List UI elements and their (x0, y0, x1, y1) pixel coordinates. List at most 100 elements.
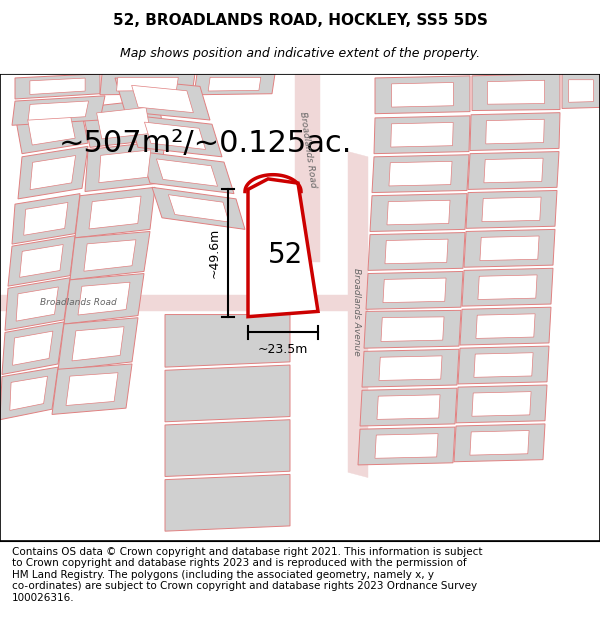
Polygon shape (472, 74, 560, 111)
Polygon shape (480, 236, 539, 261)
Polygon shape (64, 274, 144, 324)
Polygon shape (8, 236, 75, 286)
Polygon shape (52, 364, 132, 414)
Polygon shape (464, 229, 555, 268)
Polygon shape (13, 331, 53, 365)
Polygon shape (454, 424, 545, 462)
Polygon shape (5, 278, 70, 331)
Polygon shape (89, 196, 141, 229)
Text: Broadlands Avenue: Broadlands Avenue (353, 268, 361, 355)
Polygon shape (2, 322, 64, 374)
Polygon shape (383, 278, 446, 302)
Polygon shape (377, 395, 440, 419)
Polygon shape (165, 474, 290, 531)
Polygon shape (75, 188, 155, 238)
Polygon shape (482, 197, 541, 222)
Polygon shape (389, 161, 452, 186)
Polygon shape (115, 78, 210, 120)
Polygon shape (97, 107, 151, 139)
Polygon shape (165, 420, 290, 476)
Polygon shape (10, 376, 47, 411)
Text: ~23.5m: ~23.5m (258, 342, 308, 356)
Polygon shape (484, 158, 543, 182)
Polygon shape (562, 74, 600, 109)
Polygon shape (99, 150, 151, 182)
Polygon shape (194, 74, 275, 95)
Polygon shape (387, 200, 450, 225)
Polygon shape (66, 372, 118, 406)
Polygon shape (456, 385, 547, 423)
Polygon shape (375, 76, 470, 114)
Polygon shape (169, 194, 229, 222)
Text: ~507m²/~0.125ac.: ~507m²/~0.125ac. (58, 129, 352, 158)
Polygon shape (468, 152, 559, 189)
Polygon shape (16, 287, 58, 321)
Text: 52, BROADLANDS ROAD, HOCKLEY, SS5 5DS: 52, BROADLANDS ROAD, HOCKLEY, SS5 5DS (113, 13, 487, 28)
Polygon shape (381, 317, 444, 341)
Polygon shape (486, 119, 544, 144)
Polygon shape (18, 146, 88, 199)
Polygon shape (78, 282, 130, 315)
Polygon shape (368, 232, 465, 271)
Polygon shape (470, 431, 529, 455)
Polygon shape (165, 365, 290, 422)
Polygon shape (128, 115, 222, 157)
Polygon shape (140, 152, 234, 194)
Polygon shape (487, 80, 545, 104)
Polygon shape (375, 434, 438, 458)
Polygon shape (145, 122, 206, 149)
Polygon shape (248, 179, 318, 317)
Polygon shape (476, 314, 535, 338)
Polygon shape (72, 327, 124, 361)
Polygon shape (100, 74, 195, 95)
Polygon shape (466, 191, 557, 228)
Polygon shape (165, 314, 290, 367)
Text: Broadlands Road: Broadlands Road (40, 299, 116, 308)
Polygon shape (460, 307, 551, 345)
Polygon shape (391, 122, 453, 147)
Polygon shape (58, 318, 138, 370)
Polygon shape (372, 155, 469, 192)
Polygon shape (295, 74, 320, 262)
Polygon shape (0, 367, 58, 420)
Polygon shape (157, 159, 218, 186)
Polygon shape (458, 346, 549, 384)
Polygon shape (12, 194, 80, 244)
Polygon shape (28, 101, 89, 120)
Text: Map shows position and indicative extent of the property.: Map shows position and indicative extent… (120, 47, 480, 59)
Polygon shape (152, 188, 245, 229)
Text: 52: 52 (268, 241, 302, 269)
Polygon shape (30, 156, 76, 189)
Polygon shape (15, 104, 88, 154)
Polygon shape (370, 194, 467, 231)
Polygon shape (15, 74, 100, 99)
Polygon shape (82, 99, 165, 148)
Polygon shape (208, 78, 261, 91)
Polygon shape (28, 113, 75, 145)
Polygon shape (462, 268, 553, 306)
Polygon shape (472, 392, 531, 416)
Polygon shape (0, 294, 360, 311)
Polygon shape (84, 240, 136, 271)
Polygon shape (12, 96, 105, 125)
Polygon shape (24, 202, 68, 235)
Polygon shape (478, 275, 537, 299)
Polygon shape (116, 78, 178, 91)
Text: Contains OS data © Crown copyright and database right 2021. This information is : Contains OS data © Crown copyright and d… (12, 546, 482, 603)
Polygon shape (385, 239, 448, 264)
Polygon shape (364, 311, 461, 348)
Polygon shape (362, 349, 459, 387)
Polygon shape (374, 116, 470, 154)
Polygon shape (358, 427, 455, 465)
Polygon shape (474, 352, 533, 377)
Polygon shape (20, 244, 63, 278)
Polygon shape (360, 388, 457, 426)
Polygon shape (366, 271, 463, 309)
Polygon shape (392, 82, 454, 107)
Text: ~49.6m: ~49.6m (208, 228, 221, 278)
Polygon shape (348, 152, 368, 478)
Polygon shape (569, 80, 593, 102)
Polygon shape (470, 112, 560, 151)
Polygon shape (131, 86, 193, 112)
Polygon shape (70, 231, 150, 280)
